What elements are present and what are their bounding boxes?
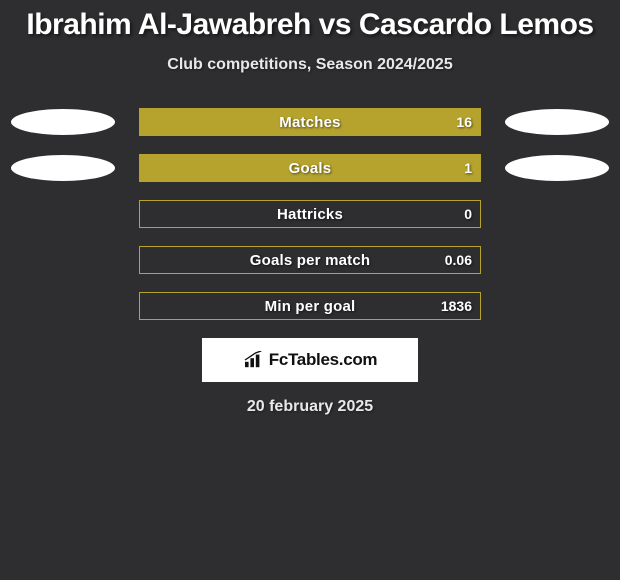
player2-oval [505,155,609,181]
stat-row: Min per goal 1836 [0,292,620,320]
stat-row: Goals 1 [0,154,620,182]
player1-oval [11,109,115,135]
brand-inner: FcTables.com [243,350,378,370]
player2-oval [505,109,609,135]
stat-label: Hattricks [140,201,480,227]
stats-container: Matches 16 Goals 1 Hattricks 0 Goals per… [0,108,620,320]
player1-oval [11,293,115,319]
stat-bar: Goals 1 [139,154,481,182]
stat-value: 1 [464,155,472,181]
stat-bar: Goals per match 0.06 [139,246,481,274]
stat-bar: Matches 16 [139,108,481,136]
player1-oval [11,155,115,181]
date-label: 20 february 2025 [0,398,620,416]
stat-bar: Hattricks 0 [139,200,481,228]
stat-value: 0 [464,201,472,227]
season-subtitle: Club competitions, Season 2024/2025 [0,56,620,74]
bar-chart-icon [243,351,265,369]
stat-label: Matches [140,109,480,135]
stat-value: 0.06 [445,247,472,273]
stat-bar: Min per goal 1836 [139,292,481,320]
brand-text: FcTables.com [269,350,378,370]
player2-oval [505,201,609,227]
stat-row: Hattricks 0 [0,200,620,228]
stat-value: 1836 [441,293,472,319]
brand-box: FcTables.com [202,338,418,382]
comparison-title: Ibrahim Al-Jawabreh vs Cascardo Lemos [0,0,620,42]
player2-oval [505,247,609,273]
stat-row: Goals per match 0.06 [0,246,620,274]
stat-value: 16 [456,109,472,135]
player1-oval [11,247,115,273]
player1-oval [11,201,115,227]
stat-label: Goals [140,155,480,181]
stat-label: Min per goal [140,293,480,319]
stat-row: Matches 16 [0,108,620,136]
stat-label: Goals per match [140,247,480,273]
player2-oval [505,293,609,319]
